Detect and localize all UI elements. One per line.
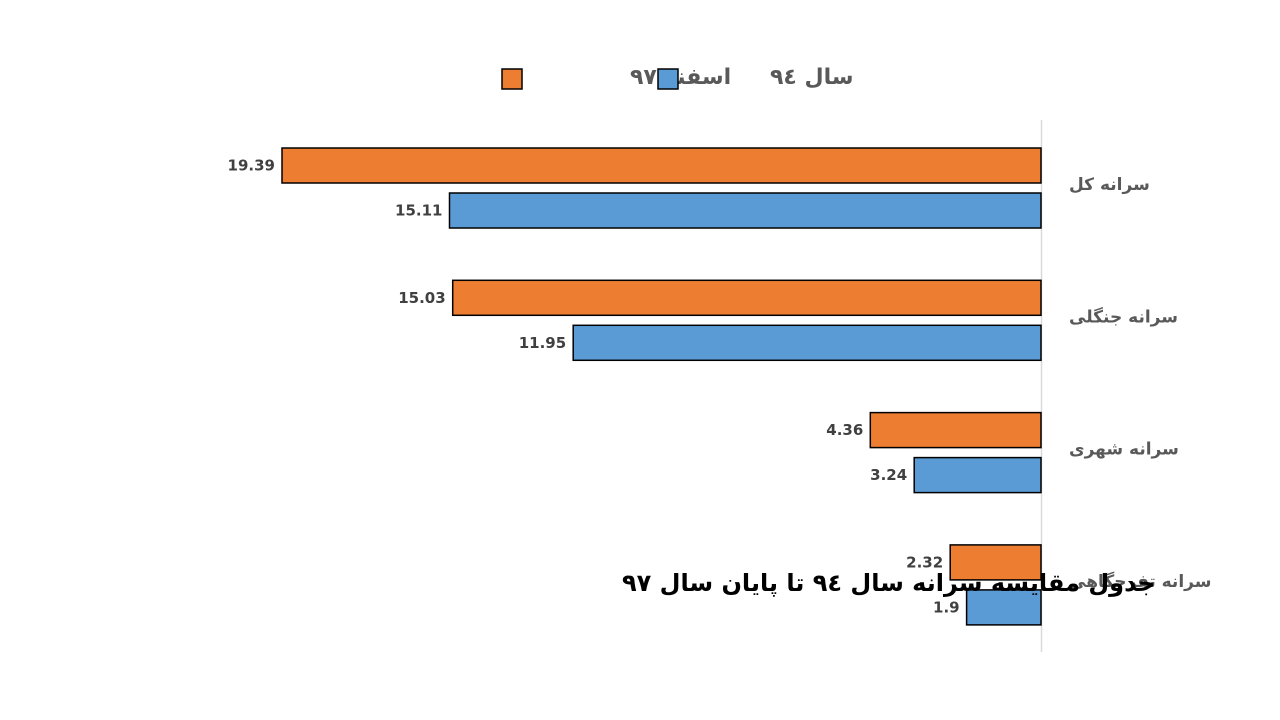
legend: اسفند ۹۷ سال ۹٤ — [501, 65, 854, 90]
bar-series-2-cat-1 — [448, 192, 1042, 229]
data-label-series-1-cat-3: 4.36 — [826, 421, 863, 439]
bar-series-2-cat-3 — [913, 456, 1042, 494]
chart-caption: جدول مقایسه سرانه سال ۹٤ تا پایان سال ۹۷ — [622, 569, 1155, 597]
category-label-2: سرانه جنگلی — [1069, 306, 1178, 327]
bar-series-1-cat-4 — [949, 544, 1042, 581]
data-label-series-1-cat-2: 15.03 — [398, 289, 445, 307]
category-label-3: سرانه شهری — [1069, 440, 1179, 460]
data-label-series-1-cat-4: 2.32 — [906, 553, 943, 571]
bar-series-1-cat-1 — [281, 147, 1042, 184]
category-label-1: سرانه کل — [1069, 175, 1150, 195]
legend-swatch-series-2 — [657, 68, 679, 90]
bars-group: 19.39 15.11 سرانه کل 15.03 11.95 سرانه جنگلی 4… — [228, 147, 1211, 626]
data-label-series-2-cat-1: 15.11 — [395, 202, 442, 220]
category-label-4: سرانه تفرجگاهی — [1069, 571, 1211, 592]
legend-label-series-1: اسفند ۹۷ — [630, 65, 731, 90]
data-label-series-2-cat-2: 11.95 — [519, 334, 566, 352]
legend-label-series-2: سال ۹٤ — [770, 65, 854, 90]
bar-series-1-cat-3 — [869, 411, 1042, 449]
bar-series-2-cat-4 — [965, 589, 1042, 626]
legend-swatch-series-1 — [501, 68, 523, 90]
bar-series-1-cat-2 — [451, 279, 1042, 317]
bar-series-2-cat-2 — [572, 324, 1042, 362]
data-label-series-2-cat-4: 1.9 — [933, 598, 960, 616]
data-label-series-2-cat-3: 3.24 — [870, 466, 907, 484]
data-label-series-1-cat-1: 19.39 — [228, 157, 275, 175]
